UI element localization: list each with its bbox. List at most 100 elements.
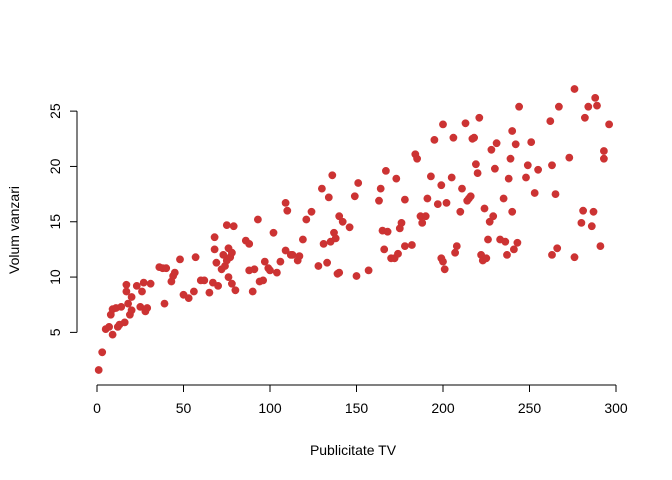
data-point (375, 196, 383, 205)
y-tick-label: 20 (47, 158, 63, 174)
data-point (184, 294, 193, 302)
data-point (600, 154, 608, 163)
data-point (231, 286, 240, 295)
data-point (458, 184, 466, 193)
data-point (589, 207, 598, 216)
x-tick-label: 300 (604, 400, 628, 416)
y-tick-label: 15 (47, 214, 63, 230)
data-point (466, 192, 475, 201)
data-point (490, 164, 499, 173)
y-axis-title: Volum vanzari (6, 186, 22, 274)
data-point (212, 258, 221, 267)
data-point (418, 218, 427, 227)
data-point (440, 265, 449, 274)
data-point (191, 253, 200, 262)
data-point (108, 330, 117, 339)
x-axis: 0 50 100 150 200 250 300 (93, 384, 628, 416)
data-point (259, 276, 267, 285)
data-point (224, 273, 233, 281)
data-points (94, 85, 613, 374)
y-tick-label: 5 (47, 328, 63, 336)
data-point (138, 287, 146, 296)
data-point (227, 248, 236, 257)
data-point (527, 138, 536, 146)
data-point (397, 218, 406, 227)
data-point (504, 174, 513, 183)
data-point (570, 253, 579, 262)
data-point (449, 133, 458, 142)
data-point (146, 279, 155, 288)
x-tick-label: 200 (431, 400, 455, 416)
data-point (98, 348, 107, 357)
data-point (248, 287, 257, 296)
data-point (354, 179, 363, 187)
data-point (591, 94, 600, 102)
x-axis-title: Publicitate TV (310, 442, 397, 458)
data-point (283, 206, 292, 215)
data-point (548, 161, 556, 170)
data-point (250, 265, 259, 274)
data-point (439, 257, 447, 266)
data-point (350, 192, 359, 201)
data-point (331, 234, 340, 243)
data-point (523, 161, 532, 170)
data-point (407, 241, 416, 249)
data-point (600, 147, 608, 155)
data-point (266, 266, 274, 275)
data-point (127, 306, 136, 315)
data-point (281, 246, 290, 255)
y-ticks: 5 10 15 20 25 (47, 103, 77, 336)
data-point (364, 266, 373, 275)
data-point (605, 120, 613, 129)
data-point (245, 239, 254, 248)
data-point (510, 245, 518, 254)
data-point (210, 233, 219, 242)
x-tick-label: 100 (258, 400, 282, 416)
data-point (426, 172, 435, 181)
x-ticks: 0 50 100 150 200 250 300 (93, 385, 628, 416)
data-point (555, 102, 563, 111)
data-point (452, 242, 461, 250)
data-point (439, 120, 447, 129)
data-point (503, 250, 511, 259)
data-point (487, 145, 496, 154)
data-point (124, 299, 133, 308)
data-point (298, 235, 307, 244)
data-point (548, 250, 556, 259)
data-point (437, 181, 446, 190)
data-point (451, 248, 459, 257)
data-point (551, 190, 560, 198)
data-point (352, 272, 361, 280)
x-tick-label: 150 (345, 400, 369, 416)
data-point (139, 278, 148, 287)
data-point (376, 184, 385, 193)
data-point (143, 304, 152, 312)
data-point (442, 198, 451, 207)
y-axis: 5 10 15 20 25 (47, 103, 78, 336)
data-point (482, 254, 491, 263)
data-point (132, 281, 141, 290)
data-point (480, 204, 489, 213)
data-point (433, 200, 442, 208)
data-point (546, 117, 555, 125)
data-point (205, 288, 214, 297)
data-point (324, 193, 333, 202)
data-point (160, 299, 169, 308)
data-point (515, 102, 523, 111)
data-point (492, 139, 501, 148)
data-point (122, 287, 131, 296)
data-point (579, 206, 587, 215)
data-point (484, 235, 492, 244)
data-point (499, 194, 508, 203)
data-point (587, 222, 596, 231)
data-point (200, 276, 209, 285)
x-tick-label: 250 (518, 400, 542, 416)
data-point (485, 217, 494, 226)
data-point (501, 237, 510, 246)
data-point (276, 257, 285, 266)
data-point (489, 212, 498, 221)
data-point (319, 239, 328, 248)
data-point (522, 173, 530, 182)
data-point (219, 250, 228, 259)
